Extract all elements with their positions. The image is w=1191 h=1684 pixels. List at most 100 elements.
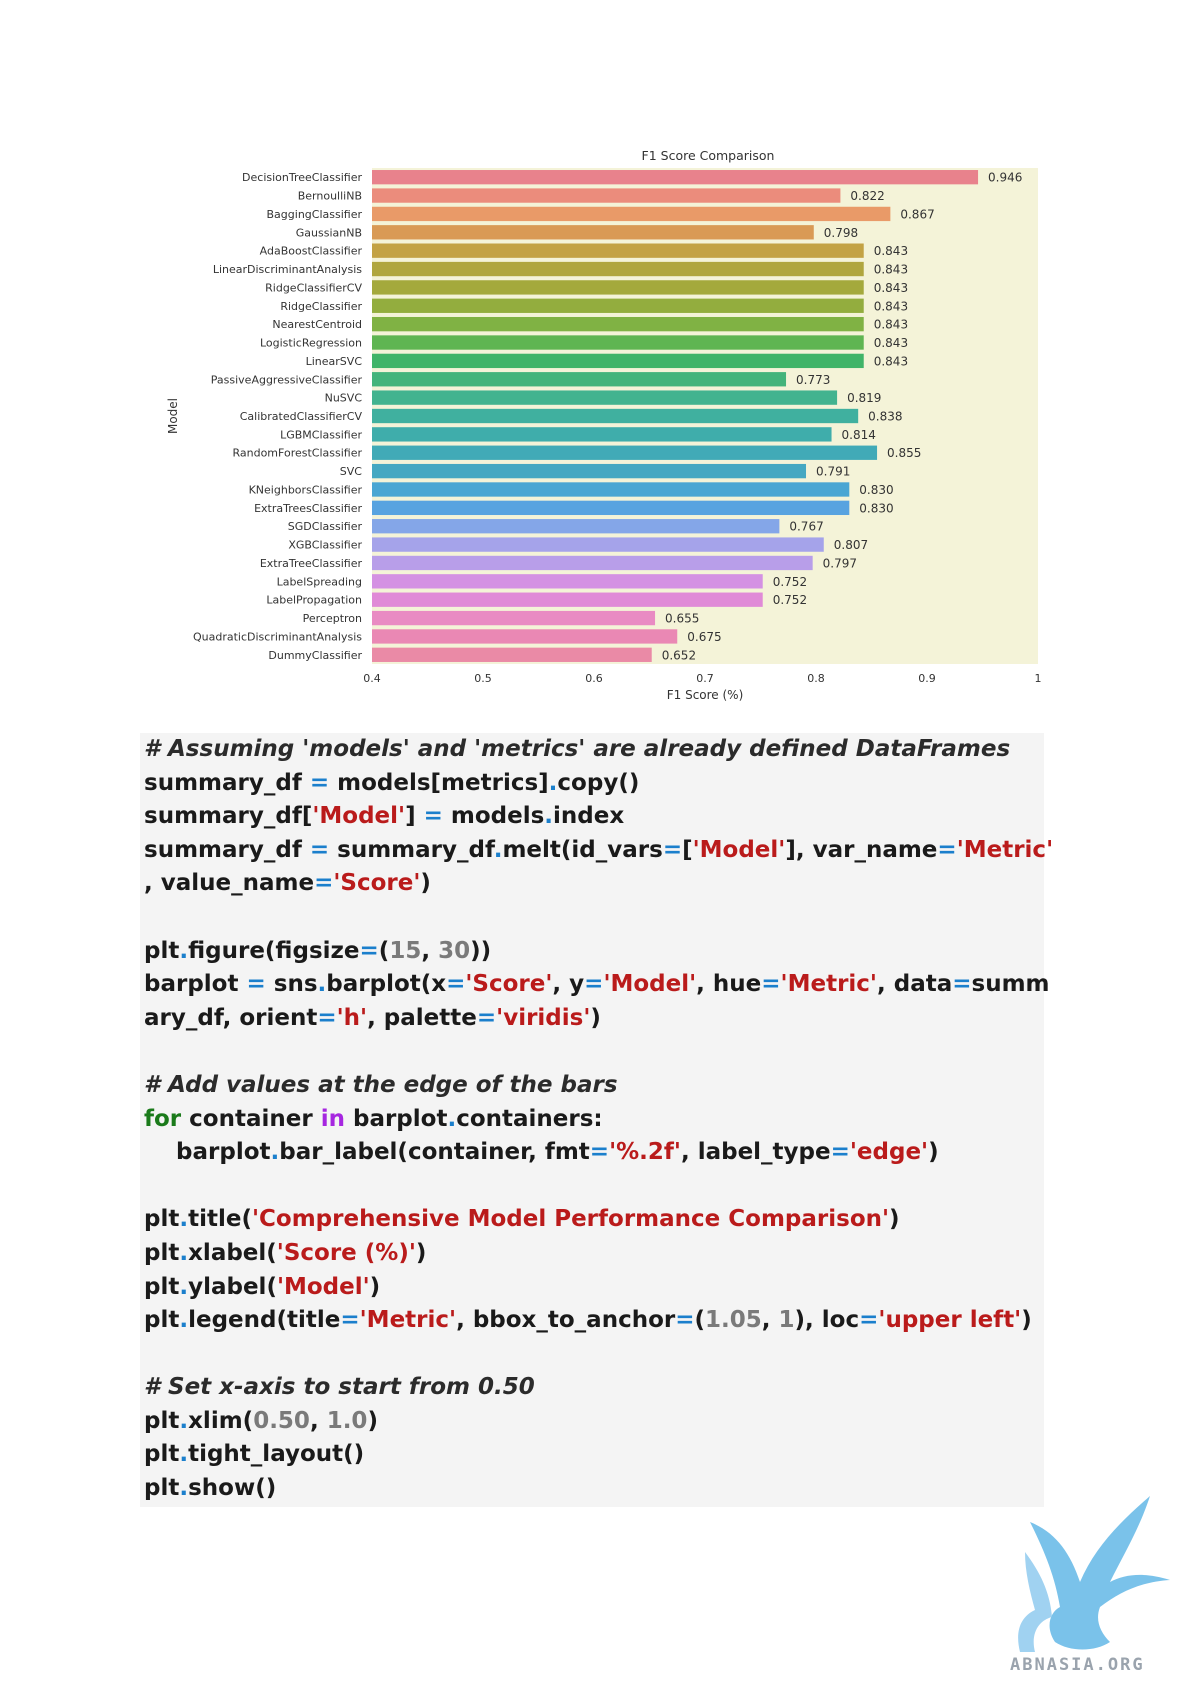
- code-token: xlim(: [188, 1407, 254, 1434]
- code-token: =: [675, 1307, 695, 1334]
- code-block: # Assuming 'models' and 'metrics' are al…: [140, 733, 1053, 1507]
- bar-value-label: 0.830: [859, 501, 893, 515]
- code-line: summary_df['Model'] = models.index: [144, 800, 1044, 834]
- category-label: SVC: [340, 465, 363, 478]
- code-token: ): [889, 1206, 900, 1233]
- code-token: ): [928, 1139, 939, 1166]
- code-token: plt: [144, 1441, 180, 1468]
- category-label: QuadraticDiscriminantAnalysis: [193, 630, 362, 643]
- category-label: ExtraTreeClassifier: [260, 557, 363, 570]
- category-label: LogisticRegression: [260, 337, 362, 350]
- code-token: summ: [971, 971, 1050, 998]
- x-tick-label: 0.8: [807, 672, 825, 685]
- code-token: container: [181, 1105, 321, 1132]
- code-token: sns: [265, 971, 318, 998]
- code-token: 'edge': [849, 1139, 929, 1166]
- bar: [372, 427, 832, 442]
- code-token: plt: [144, 937, 180, 964]
- chart-title: F1 Score Comparison: [642, 148, 775, 163]
- bar: [372, 445, 878, 460]
- category-label: PassiveAggressiveClassifier: [211, 373, 363, 386]
- bar-value-label: 0.838: [868, 410, 902, 424]
- code-line: for container in barplot.containers:: [144, 1103, 1044, 1137]
- code-token: =: [952, 971, 972, 998]
- code-token: .: [179, 1475, 189, 1502]
- code-token: 'Score': [333, 870, 421, 897]
- bar: [372, 629, 678, 644]
- code-token: .: [447, 1105, 457, 1132]
- code-token: copy(): [557, 769, 640, 796]
- code-token: .: [179, 1239, 189, 1266]
- bar-value-label: 0.843: [874, 299, 908, 313]
- code-token: =: [476, 1004, 497, 1031]
- bar-value-label: 0.819: [847, 391, 881, 405]
- code-token: plt: [144, 1239, 180, 1266]
- code-token: barplot: [144, 1139, 271, 1166]
- code-token: index: [553, 803, 625, 830]
- code-token: 'Comprehensive Model Performance Compari…: [251, 1206, 890, 1233]
- code-token: .: [544, 803, 554, 830]
- category-label: GaussianNB: [296, 226, 362, 239]
- bar: [372, 225, 814, 240]
- x-tick-label: 0.4: [363, 672, 381, 685]
- category-label: BaggingClassifier: [267, 208, 363, 221]
- code-line: plt.tight_layout(): [144, 1438, 1044, 1472]
- code-line: [144, 1035, 1044, 1069]
- code-token: =: [246, 971, 266, 998]
- category-label: DummyClassifier: [268, 649, 362, 662]
- code-token: =: [340, 1307, 360, 1334]
- code-token: =: [359, 937, 379, 964]
- code-token: # Assuming 'models' and 'metrics' are al…: [144, 736, 1011, 762]
- x-axis-label: F1 Score (%): [667, 688, 744, 702]
- bar: [372, 555, 813, 571]
- code-line: ary_df, orient='h', palette='viridis'): [144, 1002, 1044, 1036]
- code-token: 15: [389, 937, 422, 964]
- code-token: ), loc: [794, 1307, 860, 1334]
- code-token: summary_df: [144, 836, 310, 863]
- f1-score-chart: F1 Score Comparison 0.946 0.822 0.867 0.798…: [166, 148, 1042, 702]
- bar: [372, 482, 850, 497]
- code-token: tight_layout(): [188, 1441, 365, 1468]
- bar: [372, 372, 787, 387]
- code-token: .: [270, 1139, 280, 1166]
- code-token: , hue: [696, 971, 762, 998]
- code-line: , value_name='Score'): [144, 867, 1044, 901]
- code-token: ylabel(: [188, 1273, 277, 1300]
- x-tick-label: 1: [1035, 672, 1042, 685]
- code-token: show(): [188, 1475, 277, 1502]
- category-label: Perceptron: [303, 612, 362, 625]
- code-token: models[metrics]: [329, 769, 549, 796]
- code-token: , bbox_to_anchor: [456, 1307, 676, 1334]
- bar-value-label: 0.822: [850, 189, 884, 203]
- code-line: plt.legend(title='Metric', bbox_to_ancho…: [144, 1304, 1044, 1338]
- code-token: (: [694, 1307, 706, 1334]
- category-label: ExtraTreesClassifier: [254, 502, 362, 515]
- category-label: LinearSVC: [306, 355, 363, 368]
- bar-value-label: 0.843: [874, 263, 908, 277]
- code-token: plt: [144, 1273, 180, 1300]
- code-token: =: [937, 836, 957, 863]
- bar-value-label: 0.767: [789, 520, 823, 534]
- code-token: =: [309, 836, 330, 863]
- bar-value-label: 0.675: [687, 630, 721, 644]
- x-tick-label: 0.9: [918, 672, 936, 685]
- bar-value-label: 0.773: [796, 373, 830, 387]
- code-token: models: [442, 803, 545, 830]
- bar-value-label: 0.867: [900, 207, 934, 221]
- code-token: .: [179, 937, 189, 964]
- code-token: =: [314, 870, 334, 897]
- code-token: 'Metric': [359, 1307, 457, 1334]
- category-label: LGBMClassifier: [280, 428, 362, 441]
- code-token: =: [859, 1307, 879, 1334]
- category-label: NearestCentroid: [272, 318, 362, 331]
- code-token: )): [470, 937, 492, 964]
- bar-value-label: 0.843: [874, 354, 908, 368]
- bar-value-label: 0.752: [773, 593, 807, 607]
- code-line: summary_df = models[metrics].copy(): [144, 767, 1044, 801]
- bar: [372, 170, 979, 185]
- code-line: plt.show(): [144, 1472, 1044, 1506]
- code-line: plt.xlabel('Score (%)'): [144, 1237, 1044, 1271]
- code-token: .: [179, 1441, 189, 1468]
- code-token: melt(id_vars: [502, 836, 663, 863]
- code-token: 'Model': [312, 803, 406, 830]
